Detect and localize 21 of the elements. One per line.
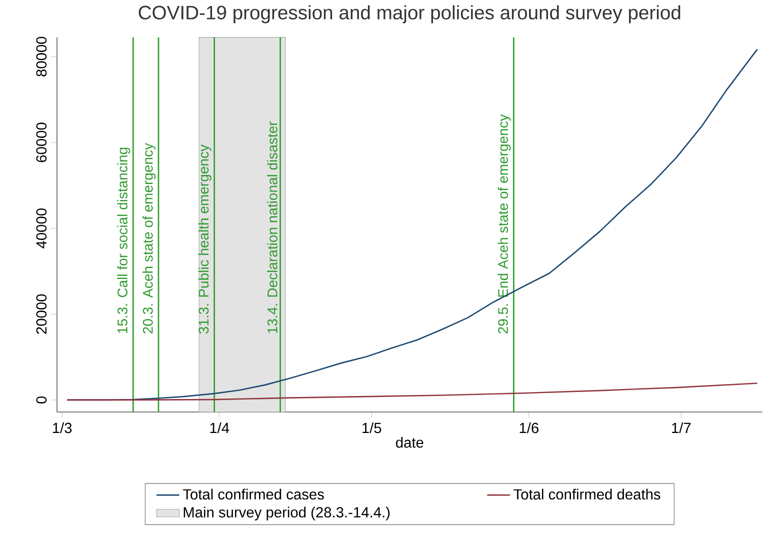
x-tick-label: 1/4 <box>210 422 230 434</box>
y-tick-label: 80000 <box>36 36 47 76</box>
x-tick-label: 1/3 <box>53 422 72 434</box>
legend-label: Total confirmed cases <box>182 488 324 500</box>
x-axis-title: date <box>396 436 424 448</box>
y-tick-label: 20000 <box>36 294 47 334</box>
y-tick-label: 0 <box>36 396 47 404</box>
x-tick-label: 1/6 <box>520 422 538 434</box>
line-series <box>66 382 758 401</box>
ref-line-label: 13.4. Declaration national disaster <box>267 121 278 334</box>
ref-line-label: 29.5. End Aceh state of emergency <box>498 114 511 334</box>
ref-line-label: 31.3. Public health emergency <box>198 144 212 334</box>
x-tick-label: 1/7 <box>672 422 691 434</box>
chart-title: COVID-19 progression and major policies around survey period <box>138 5 680 24</box>
ref-line-label: 20.3. Aceh state of emergency <box>142 143 156 334</box>
y-tick-label: 60000 <box>36 122 47 162</box>
legend-label: Total confirmed deaths <box>514 488 660 500</box>
ref-line-label: 15.3. Call for social distancing <box>117 148 130 334</box>
y-tick-label: 40000 <box>36 208 47 248</box>
x-tick-label: 1/5 <box>362 422 382 434</box>
legend-label: Main survey period (28.3.-14.4.) <box>184 506 390 520</box>
